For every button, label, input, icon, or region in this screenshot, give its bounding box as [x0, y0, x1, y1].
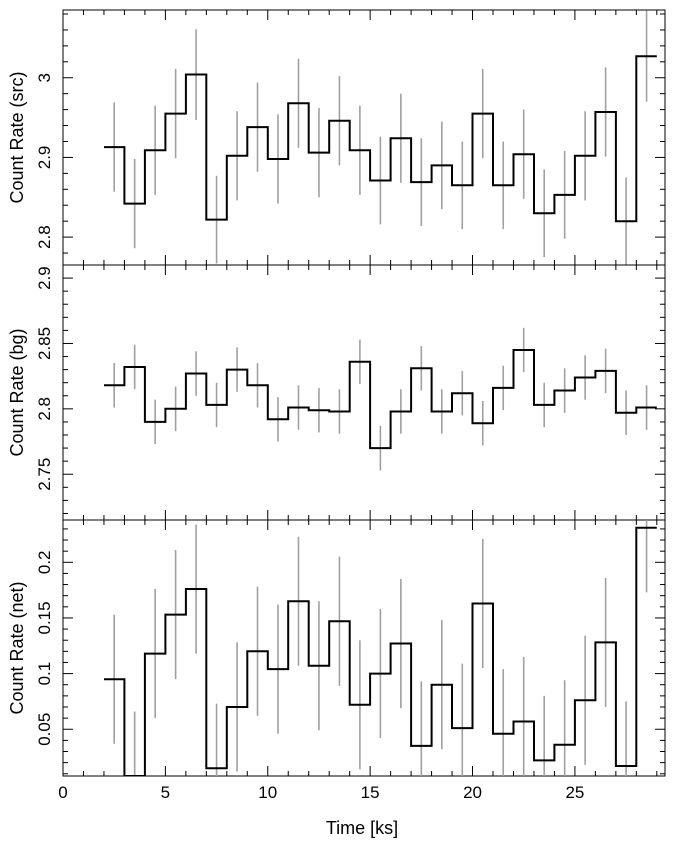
y-tick-label: 0.2 — [35, 550, 54, 574]
x-axis-label: Time [ks] — [326, 818, 398, 838]
y-tick-label: 0.1 — [35, 662, 54, 686]
x-tick-label: 25 — [565, 783, 584, 802]
x-tick-label: 10 — [258, 783, 277, 802]
x-tick-label: 5 — [161, 783, 170, 802]
y-tick-label: 0.15 — [35, 601, 54, 634]
x-tick-label: 20 — [463, 783, 482, 802]
y-tick-label: 2.8 — [35, 225, 54, 249]
x-tick-label: 0 — [58, 783, 67, 802]
y-axis-label-bg: Count Rate (bg) — [7, 328, 27, 456]
y-tick-label: 2.85 — [35, 327, 54, 360]
panel-src: 2.8 2.9 3 Count Rate (src) — [7, 9, 666, 266]
y-tick-label: 2.8 — [35, 397, 54, 421]
x-tick-label: 15 — [361, 783, 380, 802]
y-tick-label: 2.9 — [35, 266, 54, 290]
y-axis-label-src: Count Rate (src) — [7, 71, 27, 203]
panel-bg: 2.75 2.8 2.85 2.9 Count Rate (bg) — [7, 264, 666, 521]
y-tick-label: 2.75 — [35, 458, 54, 491]
data-layer — [104, 327, 657, 471]
step-line-src — [104, 55, 657, 223]
y-tick-label: 0.05 — [35, 713, 54, 746]
step-line-bg — [104, 349, 657, 450]
step-line-net — [104, 526, 657, 776]
data-layer — [104, 520, 657, 776]
panel-frame — [62, 264, 666, 521]
panel-frame — [62, 9, 666, 266]
data-layer — [104, 10, 657, 265]
y-tick-label: 3 — [35, 73, 54, 82]
y-axis-label-net: Count Rate (net) — [7, 581, 27, 714]
panel-net: 0.05 0.1 0.15 0.2 0 5 10 15 20 25 Count Rate (net) — [7, 519, 666, 802]
panel-frame — [62, 519, 666, 777]
y-tick-label: 2.9 — [35, 146, 54, 170]
